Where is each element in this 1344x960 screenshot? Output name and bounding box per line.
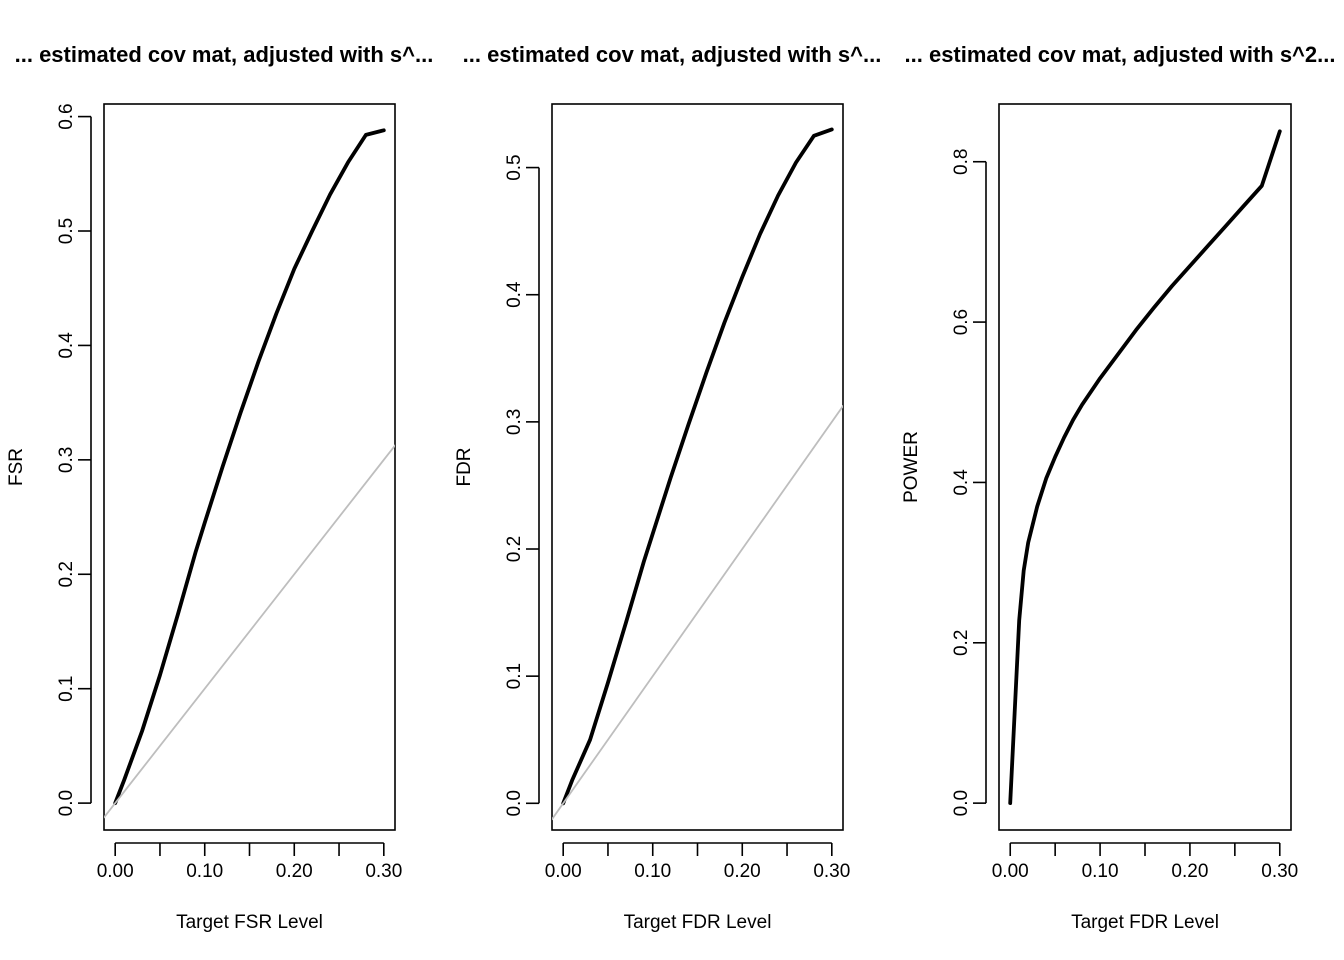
x-tick-label: 0.30	[365, 861, 402, 882]
y-tick-label: 0.4	[951, 469, 972, 496]
series-line	[561, 127, 834, 806]
series-line	[1008, 129, 1282, 805]
y-tick-label: 0.5	[504, 154, 525, 180]
chart-panel-3: ... estimated cov mat, adjusted with s^2…	[901, 42, 1335, 933]
plot-frame	[998, 103, 1292, 831]
x-tick-label: 0.20	[1171, 861, 1208, 882]
x-tick-label: 0.10	[186, 861, 223, 882]
x-tick-label: 0.20	[276, 861, 313, 882]
x-tick-label: 0.00	[545, 861, 582, 882]
x-tick-label: 0.10	[634, 861, 671, 882]
y-tick-label: 0.6	[56, 103, 77, 129]
y-tick-label: 0.8	[951, 149, 972, 175]
x-tick-label: 0.20	[724, 861, 761, 882]
y-tick-label: 0.6	[951, 309, 972, 335]
y-axis-label: POWER	[901, 431, 922, 503]
y-tick-label: 0.0	[56, 790, 77, 816]
y-axis-label: FDR	[454, 447, 475, 486]
chart-title: ... estimated cov mat, adjusted with s^.…	[463, 42, 882, 67]
y-tick-label: 0.3	[56, 447, 77, 473]
y-tick-label: 0.4	[504, 281, 525, 308]
y-tick-label: 0.3	[504, 409, 525, 435]
y-tick-label: 0.2	[504, 536, 525, 562]
y-tick-label: 0.2	[951, 630, 972, 656]
x-axis-label: Target FDR Level	[1071, 912, 1219, 933]
chart-title: ... estimated cov mat, adjusted with s^2…	[905, 42, 1336, 67]
chart-title: ... estimated cov mat, adjusted with s^.…	[15, 42, 434, 67]
x-tick-label: 0.10	[1082, 861, 1119, 882]
chart-panel-2: ... estimated cov mat, adjusted with s^.…	[454, 42, 881, 933]
x-tick-label: 0.00	[992, 861, 1029, 882]
series-line	[113, 128, 386, 805]
reference-line	[104, 444, 395, 819]
chart-panel-1: ... estimated cov mat, adjusted with s^.…	[6, 42, 433, 933]
x-tick-label: 0.00	[97, 861, 134, 882]
y-tick-label: 0.4	[56, 332, 77, 359]
y-tick-label: 0.0	[951, 790, 972, 816]
y-tick-label: 0.5	[56, 218, 77, 244]
plot-frame	[551, 103, 844, 831]
y-tick-label: 0.0	[504, 790, 525, 816]
x-tick-label: 0.30	[1261, 861, 1298, 882]
x-tick-label: 0.30	[813, 861, 850, 882]
y-tick-label: 0.1	[56, 675, 77, 701]
y-tick-label: 0.2	[56, 561, 77, 587]
x-axis-label: Target FSR Level	[176, 912, 323, 933]
plot-frame	[103, 103, 396, 831]
y-axis-label: FSR	[6, 448, 27, 486]
reference-line	[552, 405, 843, 821]
x-axis-label: Target FDR Level	[624, 912, 772, 933]
y-tick-label: 0.1	[504, 663, 525, 689]
